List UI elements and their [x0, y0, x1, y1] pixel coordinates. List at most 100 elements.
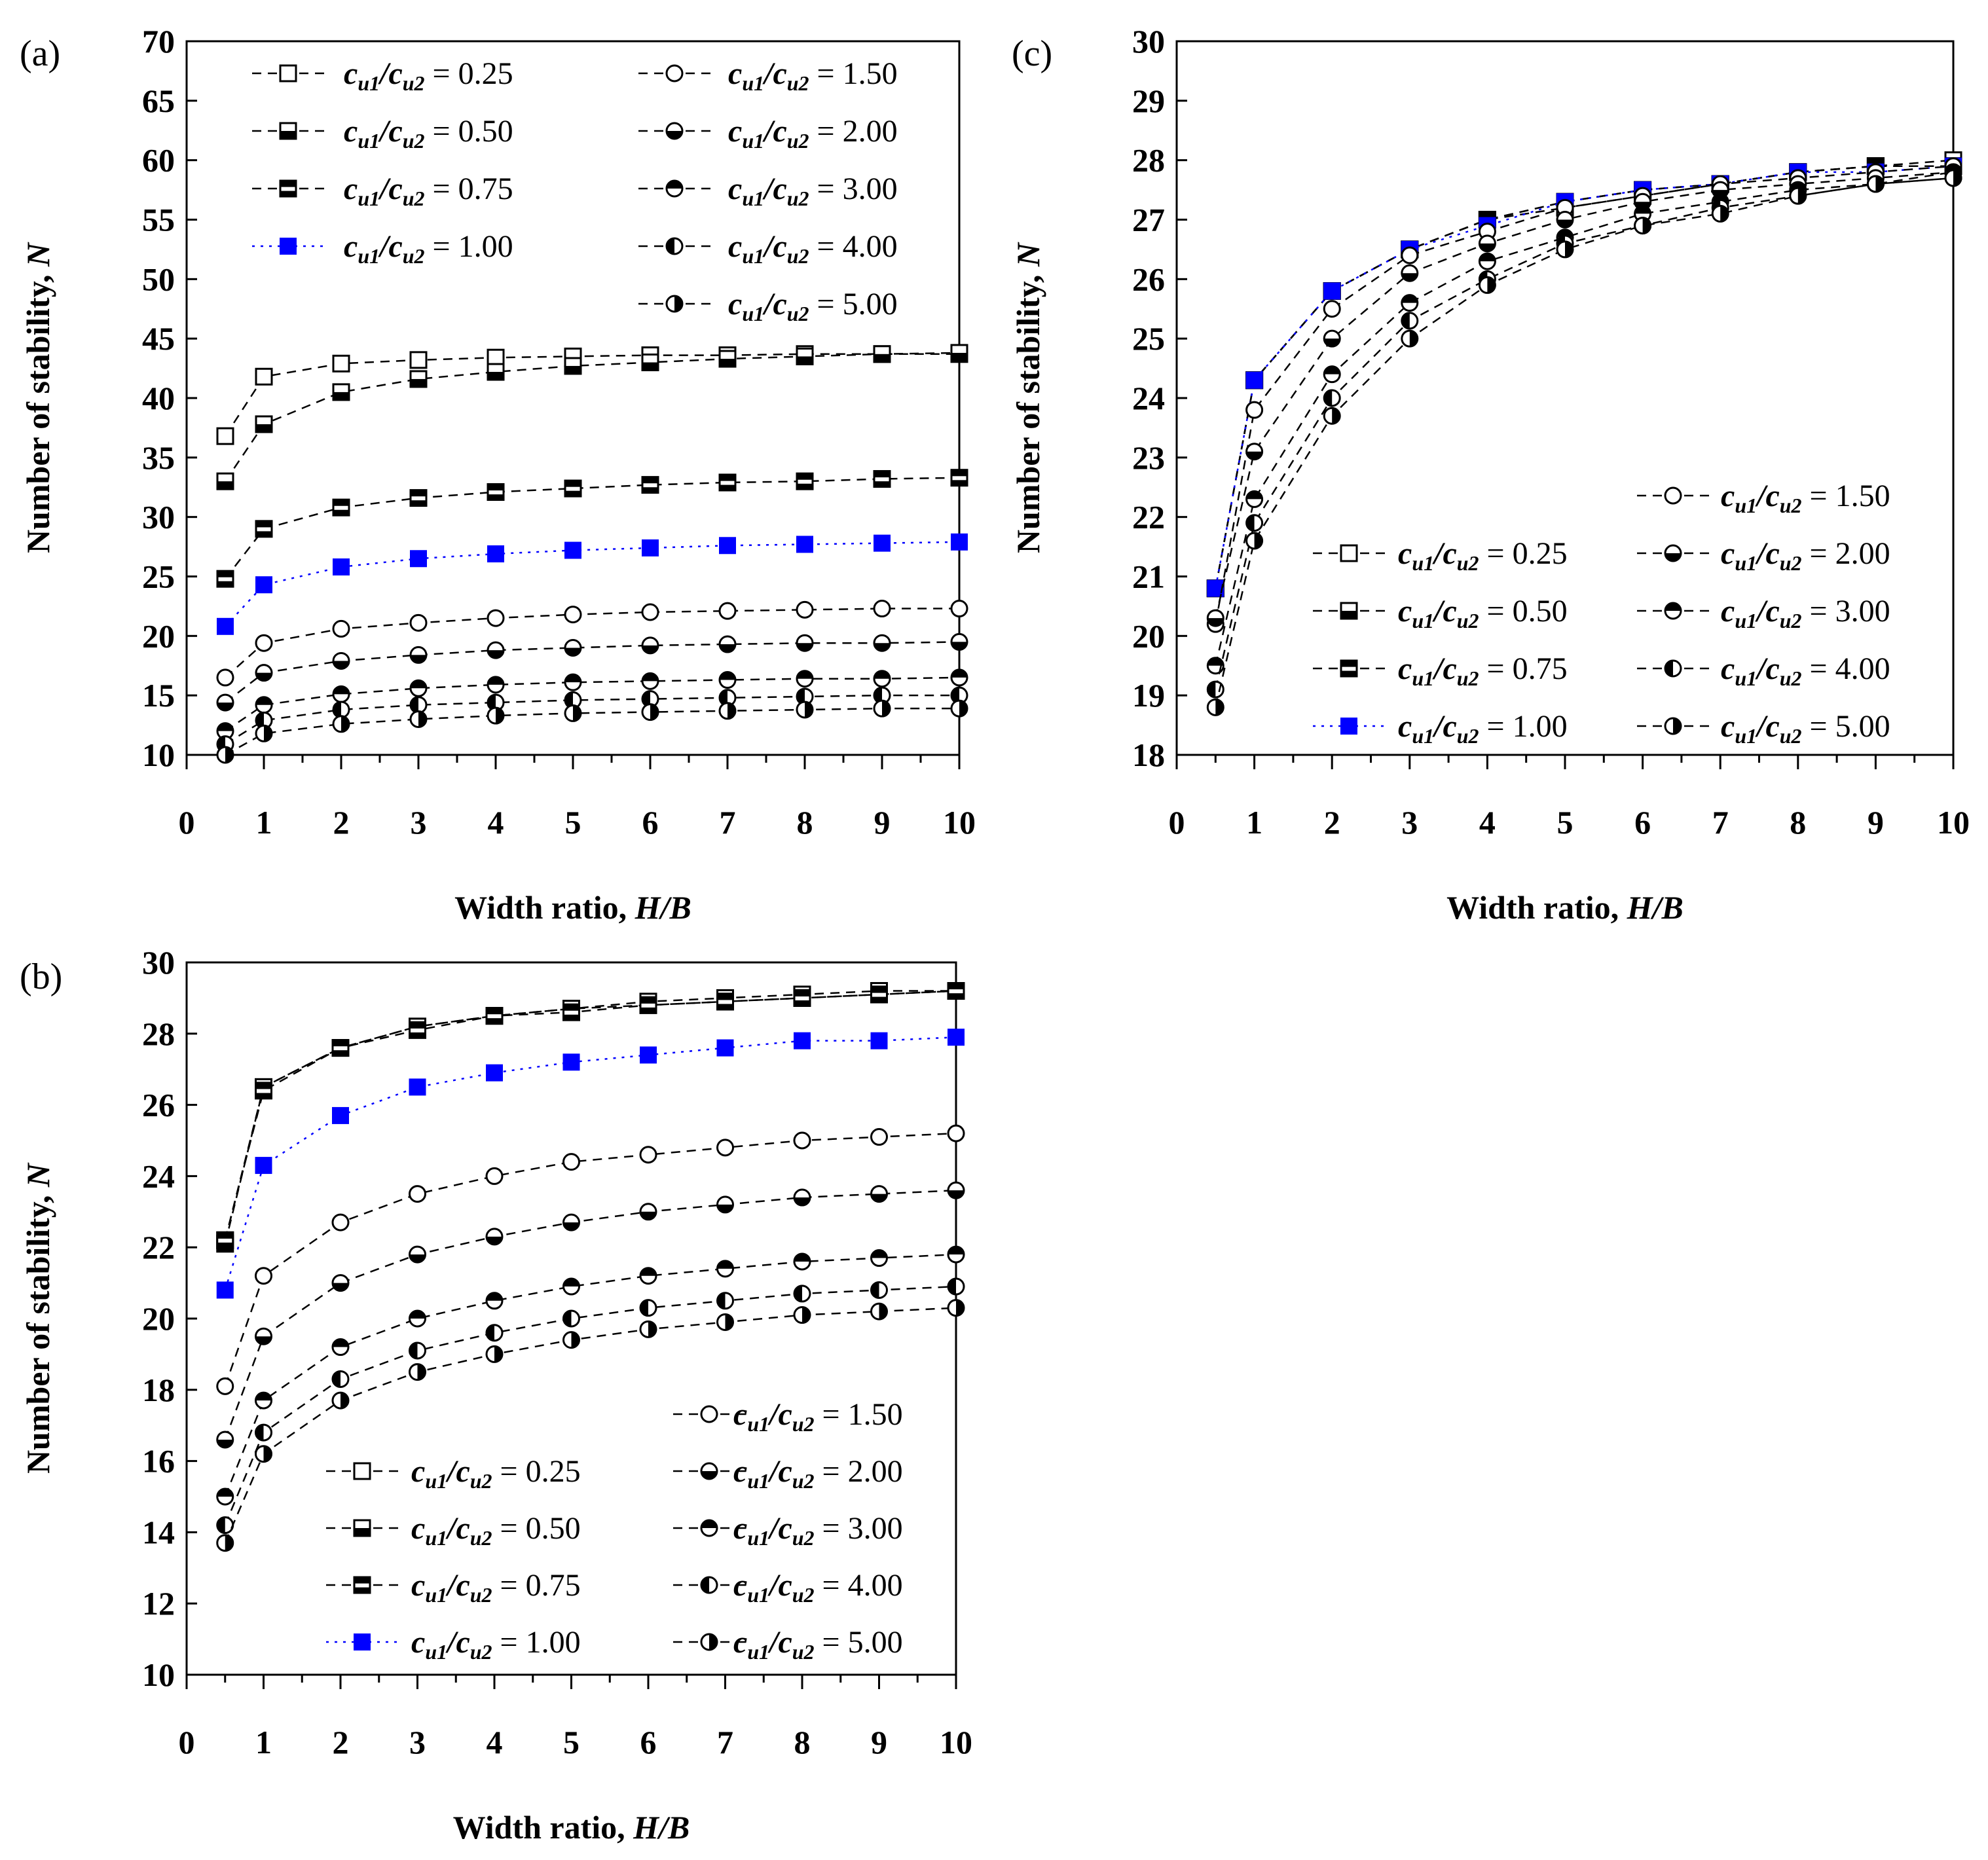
- data-point: [793, 989, 811, 1007]
- y-tick-label: 65: [142, 82, 175, 119]
- data-point: [950, 699, 968, 718]
- data-point: [409, 679, 428, 697]
- y-tick-label: 30: [1132, 23, 1165, 60]
- legend-value: = 4.00: [1802, 651, 1890, 686]
- data-point: [716, 1195, 734, 1214]
- legend-marker: [665, 237, 684, 255]
- data-point: [409, 1078, 426, 1096]
- legend-item: cu1/cu2 = 0.75: [326, 1568, 581, 1607]
- data-point: [870, 1128, 888, 1146]
- data-point: [255, 415, 273, 433]
- series-4: [216, 1124, 965, 1395]
- data-point: [1245, 490, 1264, 508]
- series-6: [216, 668, 968, 740]
- legend-label: cu1/cu2 = 0.25: [344, 56, 513, 95]
- y-axis-title-var: N: [20, 1162, 56, 1188]
- legend-marker: [1340, 544, 1358, 562]
- y-tick-label: 25: [142, 558, 175, 595]
- data-point: [409, 710, 428, 728]
- data-point: [1245, 514, 1264, 532]
- data-point: [486, 1064, 503, 1082]
- x-tick-label: 8: [1790, 804, 1806, 841]
- data-point: [331, 1039, 350, 1057]
- data-point: [216, 1281, 234, 1299]
- legend-label: cu1/cu2 = 0.75: [1398, 651, 1568, 690]
- legend-item: cu1/cu2 = 0.50: [1313, 594, 1568, 632]
- plot-frame: [1175, 40, 1955, 756]
- series-line: [225, 641, 960, 704]
- data-point: [1401, 246, 1419, 264]
- data-point: [409, 1341, 426, 1360]
- legend-label: cu1/cu2 = 0.25: [1398, 536, 1568, 575]
- data-point: [409, 351, 428, 369]
- x-tick-label: 0: [179, 1724, 195, 1760]
- data-point: [562, 1309, 580, 1328]
- data-point: [873, 699, 891, 718]
- legend-label: cu1/cu2 = 0.25: [411, 1454, 581, 1493]
- data-point: [716, 993, 734, 1011]
- x-tick-label: 3: [409, 1724, 426, 1760]
- data-point: [216, 427, 234, 445]
- data-point: [409, 1363, 426, 1381]
- data-point: [718, 602, 737, 620]
- data-point: [716, 1039, 734, 1057]
- data-point: [485, 1324, 504, 1342]
- data-point: [793, 1252, 811, 1271]
- legend-value: = 2.00: [809, 114, 898, 149]
- data-point: [718, 473, 737, 492]
- data-point: [796, 600, 814, 619]
- data-point: [564, 691, 582, 709]
- data-point: [950, 344, 968, 362]
- data-point: [639, 1146, 657, 1164]
- legend-item: cu1/cu2 = 1.50: [638, 56, 898, 95]
- data-point: [1634, 217, 1652, 235]
- data-point: [331, 1391, 350, 1410]
- data-point: [793, 1131, 811, 1150]
- data-point: [409, 489, 428, 507]
- data-point: [409, 646, 428, 664]
- legend-item: cu1/cu2 = 1.50: [1637, 479, 1890, 517]
- x-tick-label: 7: [720, 804, 736, 841]
- series-1: [1206, 157, 1962, 598]
- data-point: [487, 641, 505, 659]
- data-point: [870, 1302, 888, 1321]
- legend-marker: [279, 122, 297, 140]
- x-tick-label: 6: [1634, 804, 1651, 841]
- series-8: [1206, 169, 1962, 716]
- series-3: [216, 1029, 965, 1299]
- legend-item: cu1/cu2 = 2.00: [673, 1454, 903, 1493]
- data-point: [796, 670, 814, 688]
- data-point: [564, 673, 582, 691]
- data-point: [641, 354, 659, 371]
- y-tick-label: 30: [142, 499, 175, 536]
- data-point: [873, 670, 891, 688]
- series-3: [217, 533, 968, 635]
- legend-label: cu1/cu2 = 1.00: [1398, 709, 1568, 748]
- y-axis-ticks: 10 12 14 16 18 20 22 24 26 28 30: [142, 944, 197, 1693]
- data-point: [216, 1487, 234, 1506]
- data-point: [1556, 211, 1574, 228]
- y-tick-label: 15: [142, 677, 175, 714]
- legend-label: cu1/cu2 = 2.00: [1721, 536, 1890, 575]
- data-point: [409, 1021, 426, 1039]
- series-3: [1207, 157, 1962, 597]
- data-point: [1323, 407, 1341, 425]
- x-tick-label: 1: [256, 804, 272, 841]
- data-point: [564, 639, 582, 657]
- x-tick-label: 1: [255, 1724, 272, 1760]
- legend-value: = 2.00: [1802, 536, 1890, 571]
- data-point: [255, 1082, 272, 1100]
- legend-value: = 0.75: [492, 1568, 581, 1603]
- y-tick-label: 20: [142, 617, 175, 654]
- data-point: [793, 1306, 811, 1324]
- y-tick-label: 24: [1132, 380, 1165, 416]
- panel-label: (c): [1012, 33, 1052, 74]
- data-point: [562, 1277, 580, 1296]
- legend-marker: [1664, 717, 1682, 735]
- series-0: [1206, 151, 1962, 598]
- x-axis-title: Width ratio, H/B: [1446, 889, 1684, 926]
- legend-label: cu1/cu2 = 1.50: [1721, 479, 1890, 517]
- series-2: [216, 469, 968, 588]
- legend-label: cu1/cu2 = 4.00: [728, 229, 898, 268]
